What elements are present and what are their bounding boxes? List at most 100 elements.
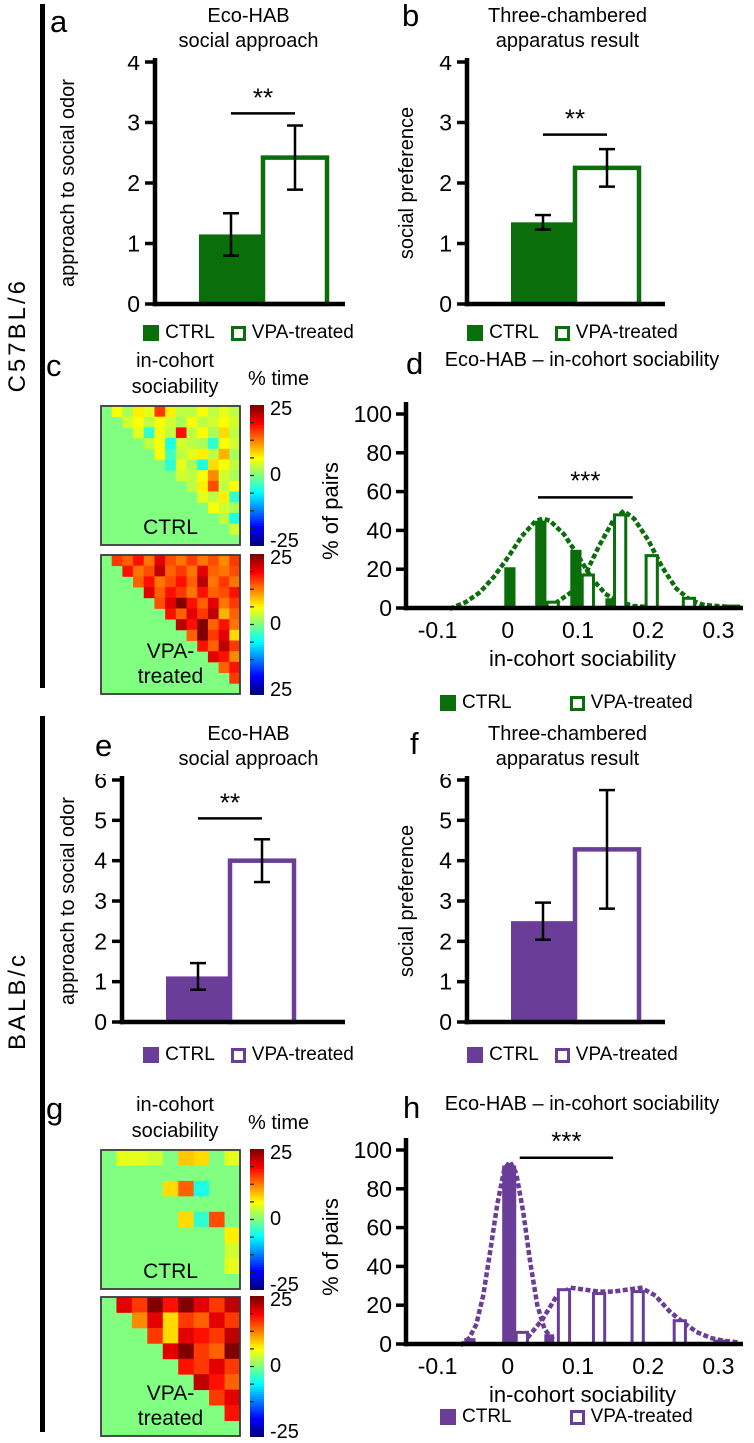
- colorbar-ticks: 25 0 -25: [270, 399, 299, 551]
- ctrl-swatch: [467, 325, 484, 341]
- svg-text:3: 3: [94, 888, 107, 914]
- heatmap-block-ctrl: 25 0 -25 CTRL: [100, 399, 320, 551]
- heatmap-group-label: CTRL: [100, 515, 241, 540]
- legend: CTRL VPA-treated: [385, 1044, 750, 1066]
- svg-text:0: 0: [439, 1009, 452, 1035]
- svg-text:60: 60: [366, 479, 392, 505]
- svg-text:0.1: 0.1: [562, 1353, 594, 1379]
- heatmap-group-label: VPA- treated: [100, 1381, 241, 1431]
- histogram-canvas: % of pairs 0 20 40 60 80 100 -0.1 0 0.1 0.2 0.3 in-c…: [318, 401, 743, 670]
- chart-title-line: Eco-HAB – in-cohort sociability: [444, 349, 720, 371]
- legend: CTRL VPA-treated: [318, 1406, 754, 1428]
- svg-text:0: 0: [379, 595, 392, 621]
- svg-text:2: 2: [127, 170, 140, 196]
- colorbar-tick: 0: [270, 464, 282, 486]
- legend-item-vpa: VPA-treated: [554, 1044, 678, 1066]
- svg-text:1: 1: [439, 969, 452, 995]
- svg-text:2: 2: [439, 170, 452, 196]
- ctrl-swatch: [440, 695, 456, 711]
- colorbar-tick: -25: [270, 1421, 299, 1443]
- svg-text:2: 2: [439, 928, 452, 954]
- svg-text:social preference: social preference: [396, 825, 418, 977]
- chart-title: Three-chambered apparatus result: [385, 4, 750, 54]
- colorbar: [250, 1296, 264, 1437]
- panel-d-incohort-histogram: d Eco-HAB – in-cohort sociability % of p…: [318, 348, 754, 722]
- svg-text:6: 6: [439, 774, 452, 793]
- chart-title-line: social approach: [178, 748, 319, 770]
- chart-title-line: apparatus result: [495, 748, 640, 770]
- heatmap-block-vpa: 25 0 25 VPA- treated: [100, 548, 320, 700]
- svg-text:0.2: 0.2: [632, 1353, 664, 1379]
- panel-letter-c: c: [46, 348, 62, 383]
- legend-label: CTRL: [462, 1406, 512, 1427]
- svg-text:100: 100: [354, 401, 392, 427]
- panel-f-three-chambered: f Three-chambered apparatus result socia…: [385, 722, 750, 1090]
- legend-item-vpa: VPA-treated: [569, 1406, 693, 1428]
- chart-title: Eco-HAB – in-cohort sociability: [318, 348, 754, 373]
- histogram-canvas: % of pairs 0 20 40 60 80 100 -0.1 0 0.1 0.2 0.3 in-c…: [318, 1126, 743, 1406]
- svg-text:3: 3: [439, 888, 452, 914]
- heatmap-title-line: in-cohort: [136, 1094, 214, 1116]
- colorbar-unit-label: % time: [248, 368, 310, 390]
- svg-text:**: **: [220, 787, 240, 817]
- svg-text:0.2: 0.2: [632, 617, 664, 643]
- colorbar-tick: 0: [270, 1355, 282, 1377]
- svg-text:20: 20: [366, 1292, 392, 1318]
- chart-title-line: social approach: [178, 30, 319, 52]
- legend-label: VPA-treated: [590, 1406, 693, 1427]
- legend-item-ctrl: CTRL: [143, 1044, 215, 1066]
- colorbar-ticks: 25 0 -25: [270, 1290, 299, 1442]
- svg-text:0: 0: [379, 1331, 392, 1357]
- colorbar-ticks: 25 0 25: [270, 548, 292, 700]
- vpa-swatch: [230, 325, 246, 341]
- heatmap-title-line: sociability: [131, 376, 219, 398]
- legend-item-ctrl: CTRL: [467, 322, 539, 344]
- heatmap-canvas-vpa: [100, 1296, 241, 1437]
- legend-label: CTRL: [165, 1044, 215, 1065]
- heatmap-group-label-line: VPA-: [146, 1381, 195, 1405]
- svg-text:6: 6: [94, 774, 107, 793]
- heatmap-canvas-ctrl: [100, 1149, 241, 1290]
- svg-text:0: 0: [94, 1009, 107, 1035]
- legend: CTRL VPA-treated: [318, 692, 754, 714]
- svg-text:80: 80: [366, 1176, 392, 1202]
- bar-chart-canvas: approach to social odor 0 1 2 3 4 5 6 **: [60, 774, 345, 1035]
- heatmap-group-label: VPA- treated: [100, 639, 241, 689]
- heatmap-group-label-line: treated: [137, 664, 204, 688]
- svg-text:2: 2: [94, 928, 107, 954]
- heatmap-group-label: CTRL: [100, 1259, 241, 1284]
- svg-text:40: 40: [366, 1253, 392, 1279]
- vpa-swatch: [230, 1047, 246, 1063]
- legend-item-vpa: VPA-treated: [230, 322, 354, 344]
- colorbar-tick: 25: [270, 547, 293, 569]
- heatmap-canvas-vpa: [100, 554, 241, 695]
- vpa-swatch: [569, 1409, 585, 1425]
- svg-text:0: 0: [501, 617, 514, 643]
- ctrl-swatch: [143, 1047, 160, 1063]
- panel-letter-g: g: [46, 1091, 64, 1126]
- svg-text:0: 0: [127, 291, 140, 317]
- svg-text:1: 1: [94, 969, 107, 995]
- svg-text:80: 80: [366, 440, 392, 466]
- svg-text:1: 1: [439, 231, 452, 257]
- group-label-c57bl6: C57BL/6: [4, 278, 31, 393]
- legend-label: CTRL: [489, 322, 539, 343]
- legend-label: VPA-treated: [575, 1044, 678, 1065]
- colorbar-tick: 25: [270, 1142, 293, 1164]
- heatmap-group-label-line: CTRL: [143, 515, 198, 539]
- svg-text:5: 5: [439, 807, 452, 833]
- vpa-swatch: [554, 1047, 570, 1063]
- chart-title-line: Three-chambered: [488, 723, 647, 745]
- panel-letter-e: e: [95, 728, 113, 763]
- svg-text:0: 0: [439, 291, 452, 317]
- svg-text:100: 100: [354, 1137, 392, 1163]
- panel-a-ecohab-social-approach: a Eco-HAB social approach approach to so…: [50, 4, 375, 350]
- svg-text:0.3: 0.3: [702, 1353, 734, 1379]
- heatmap-block-ctrl: 25 0 -25 CTRL: [100, 1143, 320, 1295]
- panel-c-incohort-heatmaps: c in-cohort sociability % time 25 0 -25 …: [45, 348, 320, 704]
- colorbar-tick: -25: [270, 1274, 299, 1296]
- chart-title: Eco-HAB – in-cohort sociability: [318, 1092, 754, 1117]
- svg-text:4: 4: [439, 56, 452, 75]
- panel-letter-h: h: [403, 1090, 421, 1125]
- ctrl-swatch: [143, 325, 160, 341]
